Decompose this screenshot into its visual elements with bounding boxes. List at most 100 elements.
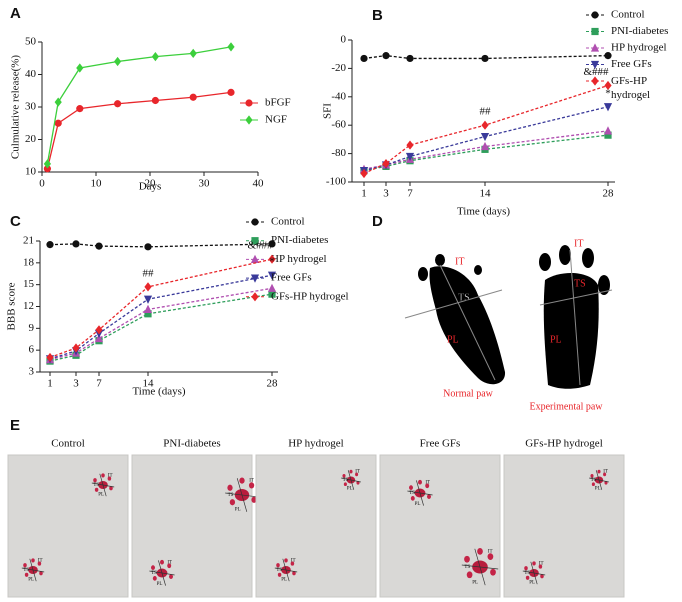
marker [382, 158, 390, 169]
measure-line [569, 249, 581, 386]
photo-title: Control [51, 438, 85, 450]
marker [604, 131, 612, 139]
legend-marker [251, 292, 259, 302]
legend-label: Control [271, 216, 305, 228]
legend-label: Free GFs [271, 272, 312, 284]
print-mark: PL [157, 582, 163, 587]
marker [144, 243, 152, 251]
marker [189, 93, 197, 101]
print-toe [487, 553, 494, 560]
marker [43, 159, 51, 169]
annotation: * [269, 256, 275, 268]
annotation: &### [583, 66, 609, 78]
print-toe [160, 559, 164, 565]
x-tick-label: 28 [267, 378, 279, 390]
marker [268, 254, 276, 264]
print-toe [409, 485, 413, 490]
print-toe [591, 482, 595, 487]
paw-mark: PL [550, 334, 562, 345]
y-tick-label: 12 [23, 300, 34, 312]
marker [76, 105, 84, 113]
y-tick-label: -20 [331, 62, 346, 74]
marker [151, 52, 159, 62]
y-tick-label: 40 [25, 68, 37, 80]
print-toe [23, 563, 27, 568]
x-tick-label: 14 [143, 378, 155, 390]
print-toe [107, 476, 112, 481]
paw-mark: TS [574, 278, 586, 289]
annotation: ## [143, 267, 155, 279]
marker [227, 88, 235, 96]
print-toe [109, 486, 113, 491]
print-mark: IT [108, 474, 113, 479]
print-toe [603, 472, 607, 477]
print-line [347, 470, 355, 490]
print-toe [276, 563, 280, 568]
marker [46, 241, 54, 249]
print-mark: TS [93, 483, 99, 488]
photo-title: HP hydrogel [288, 438, 344, 450]
marker [227, 42, 235, 52]
marker [481, 54, 489, 63]
print-toe [343, 482, 347, 487]
x-tick-label: 28 [603, 188, 615, 200]
photo [131, 454, 253, 598]
measure-line [539, 289, 613, 306]
legend-label: PNI-diabetes [271, 234, 328, 246]
print-mark: PL [472, 581, 478, 586]
x-tick-label: 1 [361, 188, 367, 200]
y-tick-label: -100 [326, 176, 347, 188]
print-line [416, 480, 424, 506]
print-toe [169, 574, 173, 579]
marker [406, 54, 414, 63]
marker [54, 119, 62, 127]
print-mark: IT [167, 560, 172, 565]
photo [379, 454, 501, 598]
marker [144, 310, 152, 318]
print-mark: IT [249, 479, 254, 484]
print-line [29, 558, 37, 582]
paw [543, 273, 599, 389]
marker [382, 52, 390, 60]
marker [360, 168, 368, 179]
panel-label: D [372, 213, 383, 230]
photo [503, 454, 625, 598]
print-toe [101, 473, 105, 478]
legend-marker [590, 60, 600, 70]
x-axis-label: Days [139, 181, 162, 193]
toe [559, 245, 571, 265]
print-toe [349, 469, 353, 474]
annotation: * [605, 87, 611, 99]
toe [598, 275, 610, 295]
paw-mark: PL [447, 334, 459, 345]
marker [114, 100, 122, 108]
legend-marker [245, 99, 253, 107]
panel-label: C [10, 213, 21, 230]
marker [480, 141, 490, 151]
panel-label: E [10, 417, 20, 434]
marker [604, 80, 612, 91]
marker [46, 352, 54, 363]
legend-label: PNI-diabetes [611, 25, 668, 37]
x-tick-label: 7 [96, 378, 102, 390]
paw [429, 266, 506, 385]
print-toe [93, 478, 97, 483]
print-mark: IT [603, 470, 608, 475]
print-toe [229, 499, 236, 506]
marker [603, 126, 613, 135]
marker [360, 54, 368, 63]
marker [268, 240, 276, 248]
print-toe [355, 472, 359, 477]
series-line [49, 243, 273, 248]
print-toe [597, 469, 601, 474]
marker [54, 97, 62, 107]
marker [76, 63, 84, 73]
toe [435, 254, 445, 266]
measure-line [439, 264, 496, 381]
x-tick-label: 10 [91, 178, 103, 190]
print-mark: TS [343, 478, 349, 483]
series-line [49, 287, 273, 361]
annotation: ## [480, 106, 492, 118]
print-toe [251, 496, 257, 503]
series-line [46, 91, 232, 169]
